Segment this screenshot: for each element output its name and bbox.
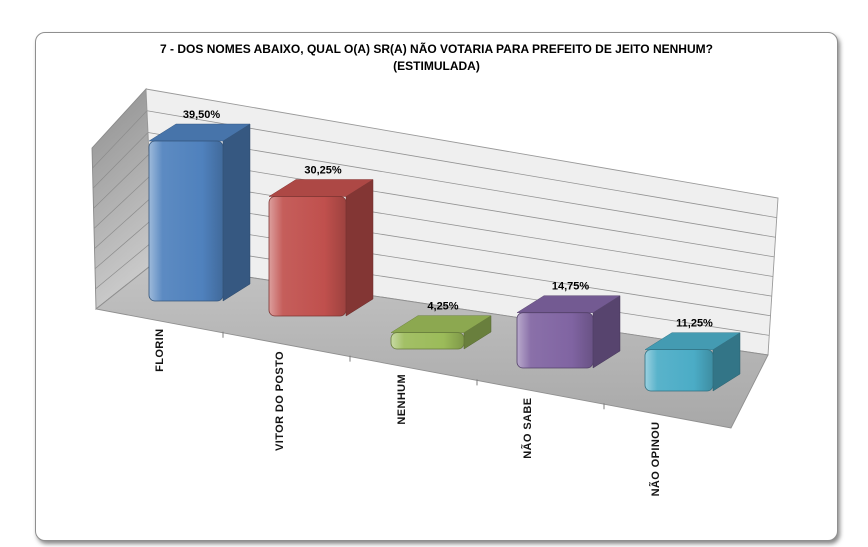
gridline bbox=[151, 219, 771, 317]
side-wall-gridline bbox=[94, 197, 152, 249]
chart-title: 7 - DOS NOMES ABAIXO, QUAL O(A) SR(A) NÃ… bbox=[60, 41, 813, 76]
category-label-nao-sabe: NÃO SABE bbox=[521, 398, 534, 459]
bar-front-face bbox=[516, 312, 594, 369]
side-wall-gridline bbox=[94, 219, 153, 270]
gridline bbox=[146, 110, 777, 219]
bar-vitor-do-posto bbox=[268, 179, 374, 317]
bar-nenhum bbox=[390, 315, 492, 350]
bar-nao-sabe bbox=[516, 295, 621, 369]
category-label-nenhum: NENHUM bbox=[396, 374, 408, 425]
category-label-vitor-do-posto: VITOR DO POSTO bbox=[274, 351, 286, 451]
bar-front-face bbox=[268, 196, 347, 317]
gridline bbox=[152, 240, 770, 336]
bar-front-face bbox=[390, 332, 465, 350]
chart-title-line1: 7 - DOS NOMES ABAIXO, QUAL O(A) SR(A) NÃ… bbox=[160, 42, 713, 56]
bar-chart-3d: 39,50% FLORIN 30,25% VITOR DO POSTO 4,25% NEN… bbox=[91, 87, 779, 497]
gridline bbox=[147, 132, 776, 238]
bar-side-face bbox=[345, 179, 374, 317]
value-label-nenhum: 4,25% bbox=[427, 301, 458, 313]
side-wall-gridline bbox=[92, 132, 149, 189]
value-label-vitor-do-posto: 30,25% bbox=[304, 165, 342, 177]
bar-side-face bbox=[222, 123, 251, 302]
gridline bbox=[150, 197, 772, 297]
category-label-nao-opinou: NÃO OPINOU bbox=[649, 422, 662, 497]
chart-container: 7 - DOS NOMES ABAIXO, QUAL O(A) SR(A) NÃ… bbox=[35, 32, 838, 541]
bar-front-face bbox=[148, 140, 224, 302]
side-wall-gridline bbox=[92, 110, 148, 169]
value-label-nao-sabe: 14,75% bbox=[552, 281, 590, 293]
side-wall-gridline bbox=[93, 175, 151, 229]
side-wall-gridline bbox=[95, 240, 154, 290]
bar-florin bbox=[148, 123, 251, 302]
gridline bbox=[149, 175, 774, 277]
value-label-florin: 39,50% bbox=[183, 109, 221, 121]
bar-nao-opinou bbox=[644, 332, 741, 392]
chart-title-line2: (ESTIMULADA) bbox=[393, 59, 480, 74]
value-label-nao-opinou: 11,25% bbox=[676, 318, 713, 330]
bar-front-face bbox=[644, 349, 714, 392]
side-wall-gridline bbox=[93, 153, 150, 209]
gridline bbox=[148, 153, 775, 258]
category-label-florin: FLORIN bbox=[154, 329, 166, 372]
